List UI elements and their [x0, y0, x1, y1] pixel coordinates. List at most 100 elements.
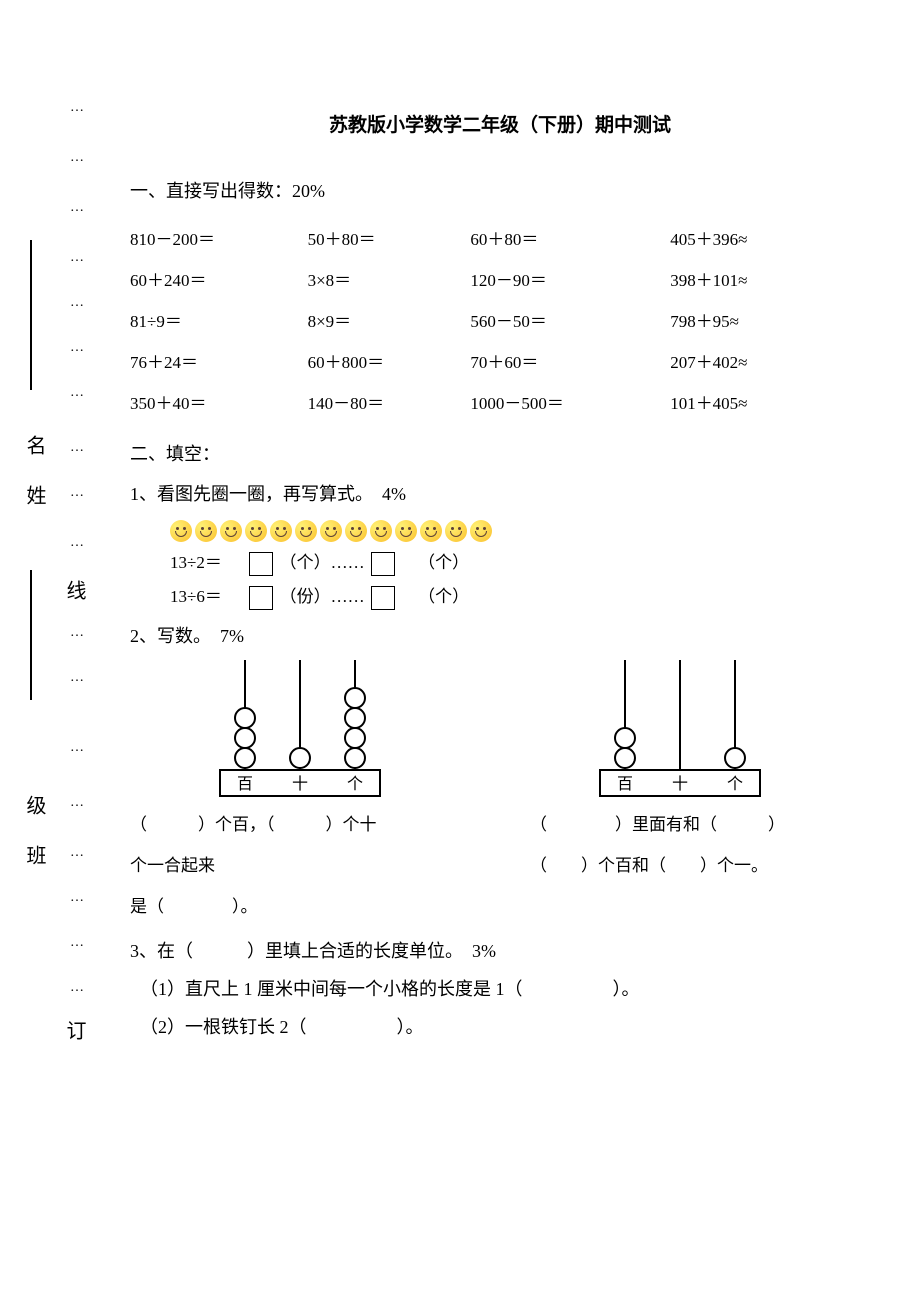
- answer-box: [249, 586, 273, 610]
- svg-text:百: 百: [237, 776, 253, 793]
- answer-box: [249, 552, 273, 576]
- margin-line: [30, 240, 32, 390]
- abacus-2-desc: （ ）里面有和（ ） （ ）个百和（ ）个一。: [530, 810, 870, 917]
- smiley-icon: [370, 520, 392, 542]
- smiley-icon: [345, 520, 367, 542]
- margin-dots: …: [70, 890, 86, 906]
- desc-line: （ ）里面有和（ ）: [530, 810, 870, 835]
- svg-text:十: 十: [292, 775, 308, 793]
- calc-cell: 70＋60＝: [470, 340, 670, 381]
- calc-cell: 81÷9＝: [130, 299, 308, 340]
- calc-cell: 120－90＝: [470, 258, 670, 299]
- calc-cell: 405＋396≈: [670, 217, 870, 258]
- abacus-row: 百十个 百十个: [210, 660, 870, 800]
- smiley-icon: [170, 520, 192, 542]
- margin-dots: …: [70, 980, 86, 996]
- abacus-1-desc: （ ）个百，（ ）个十 个一合起来 是（ ）。: [130, 810, 470, 917]
- section-2-header: 二、填空：: [130, 440, 870, 466]
- eq-lhs: 13÷6＝: [170, 587, 222, 606]
- equation-1: 13÷2＝ （个）…… （个）: [170, 548, 870, 576]
- question-3-item: （1）直尺上 1 厘米中间每一个小格的长度是 1（ ）。: [140, 975, 870, 1001]
- calc-cell: 8×9＝: [308, 299, 471, 340]
- calc-cell: 140－80＝: [308, 381, 471, 422]
- margin-label: 姓: [20, 485, 49, 505]
- calc-row: 350＋40＝ 140－80＝ 1000－500＝ 101＋405≈: [130, 381, 870, 422]
- smiley-row: [170, 520, 870, 542]
- margin-line: [30, 570, 32, 700]
- abacus-2: 百十个: [590, 660, 790, 800]
- desc-line: 个一合起来: [130, 851, 470, 876]
- binding-margin: … … … … … … … … … … 线 … … … … … … … … 订 …: [20, 100, 100, 1200]
- smiley-icon: [270, 520, 292, 542]
- question-3-item: （2）一根铁钉长 2（ ）。: [140, 1013, 870, 1039]
- margin-dots: …: [70, 150, 86, 166]
- margin-dots: …: [70, 385, 86, 401]
- answer-box: [371, 586, 395, 610]
- margin-dots: …: [70, 670, 86, 686]
- calc-cell: 810－200＝: [130, 217, 308, 258]
- question-1-title: 1、看图先圈一圈，再写算式。 4%: [130, 480, 870, 506]
- answer-box: [371, 552, 395, 576]
- eq-lhs: 13÷2＝: [170, 553, 222, 572]
- smiley-icon: [195, 520, 217, 542]
- smiley-icon: [320, 520, 342, 542]
- desc-line: （ ）个百和（ ）个一。: [530, 851, 870, 876]
- margin-dots: …: [70, 485, 86, 501]
- calc-cell: 101＋405≈: [670, 381, 870, 422]
- calc-cell: 398＋101≈: [670, 258, 870, 299]
- calc-cell: 50＋80＝: [308, 217, 471, 258]
- svg-text:个: 个: [347, 775, 363, 793]
- question-2-title: 2、写数。 7%: [130, 622, 870, 648]
- margin-dots: …: [70, 200, 86, 216]
- calc-cell: 76＋24＝: [130, 340, 308, 381]
- margin-dots: …: [70, 100, 86, 116]
- calc-cell: 798＋95≈: [670, 299, 870, 340]
- calc-cell: 350＋40＝: [130, 381, 308, 422]
- smiley-icon: [395, 520, 417, 542]
- margin-label: 级: [20, 795, 49, 815]
- question-3-title: 3、在（ ）里填上合适的长度单位。 3%: [130, 937, 870, 963]
- calc-row: 60＋240＝ 3×8＝ 120－90＝ 398＋101≈: [130, 258, 870, 299]
- margin-dots: …: [70, 295, 86, 311]
- calc-cell: 1000－500＝: [470, 381, 670, 422]
- calc-cell: 60＋80＝: [470, 217, 670, 258]
- calc-cell: 3×8＝: [308, 258, 471, 299]
- svg-text:个: 个: [727, 775, 743, 793]
- abacus-1: 百十个: [210, 660, 410, 800]
- smiley-icon: [420, 520, 442, 542]
- calc-table: 810－200＝ 50＋80＝ 60＋80＝ 405＋396≈ 60＋240＝ …: [130, 217, 870, 422]
- margin-dots: …: [70, 535, 86, 551]
- smiley-icon: [245, 520, 267, 542]
- margin-dots: …: [70, 340, 86, 356]
- margin-label: 班: [20, 845, 49, 865]
- calc-row: 810－200＝ 50＋80＝ 60＋80＝ 405＋396≈: [130, 217, 870, 258]
- calc-cell: 60＋240＝: [130, 258, 308, 299]
- margin-label: 线: [60, 580, 89, 600]
- margin-label: 名: [20, 435, 49, 455]
- section-1-header: 一、直接写出得数：20%: [130, 177, 870, 203]
- eq-unit: （个）: [418, 553, 469, 572]
- margin-label: 订: [60, 1020, 89, 1040]
- calc-cell: 560－50＝: [470, 299, 670, 340]
- svg-text:十: 十: [672, 775, 688, 793]
- eq-unit: （个）: [418, 587, 469, 606]
- margin-dots: …: [70, 625, 86, 641]
- smiley-icon: [445, 520, 467, 542]
- margin-dots: …: [70, 795, 86, 811]
- equation-2: 13÷6＝ （份）…… （个）: [170, 582, 870, 610]
- smiley-icon: [295, 520, 317, 542]
- calc-cell: 60＋800＝: [308, 340, 471, 381]
- calc-row: 81÷9＝ 8×9＝ 560－50＝ 798＋95≈: [130, 299, 870, 340]
- calc-cell: 207＋402≈: [670, 340, 870, 381]
- margin-dots: …: [70, 845, 86, 861]
- margin-dots: …: [70, 935, 86, 951]
- page-content: 苏教版小学数学二年级（下册）期中测试 一、直接写出得数：20% 810－200＝…: [130, 110, 870, 1051]
- eq-unit: （份）……: [280, 587, 365, 606]
- margin-dots: …: [70, 250, 86, 266]
- desc-line: （ ）个百，（ ）个十: [130, 810, 470, 835]
- margin-dots: …: [70, 740, 86, 756]
- smiley-icon: [220, 520, 242, 542]
- smiley-icon: [470, 520, 492, 542]
- eq-unit: （个）……: [280, 553, 365, 572]
- page-title: 苏教版小学数学二年级（下册）期中测试: [130, 110, 870, 137]
